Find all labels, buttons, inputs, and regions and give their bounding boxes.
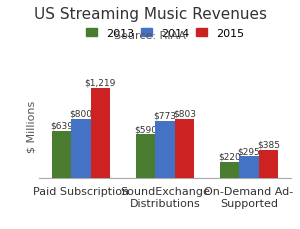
Y-axis label: $ Millions: $ Millions: [26, 100, 36, 152]
Bar: [220, 162, 239, 179]
Bar: [71, 119, 91, 179]
Bar: [91, 88, 110, 179]
Text: Source: RIAA: Source: RIAA: [114, 31, 186, 41]
Bar: [175, 119, 194, 179]
Text: US Streaming Music Revenues: US Streaming Music Revenues: [34, 7, 266, 22]
Text: $385: $385: [257, 140, 280, 149]
Text: $639: $639: [50, 121, 73, 130]
Text: $800: $800: [70, 109, 92, 118]
Text: $590: $590: [134, 125, 157, 134]
Bar: [155, 121, 175, 179]
Text: $803: $803: [173, 109, 196, 118]
Bar: [239, 157, 259, 179]
Bar: [52, 131, 71, 179]
Text: $1,219: $1,219: [85, 78, 116, 87]
Bar: [136, 135, 155, 179]
Legend: 2013, 2014, 2015: 2013, 2014, 2015: [82, 24, 248, 43]
Text: $220: $220: [218, 152, 241, 161]
Text: $295: $295: [238, 147, 260, 156]
Text: $773: $773: [154, 111, 176, 120]
Bar: [259, 150, 278, 179]
